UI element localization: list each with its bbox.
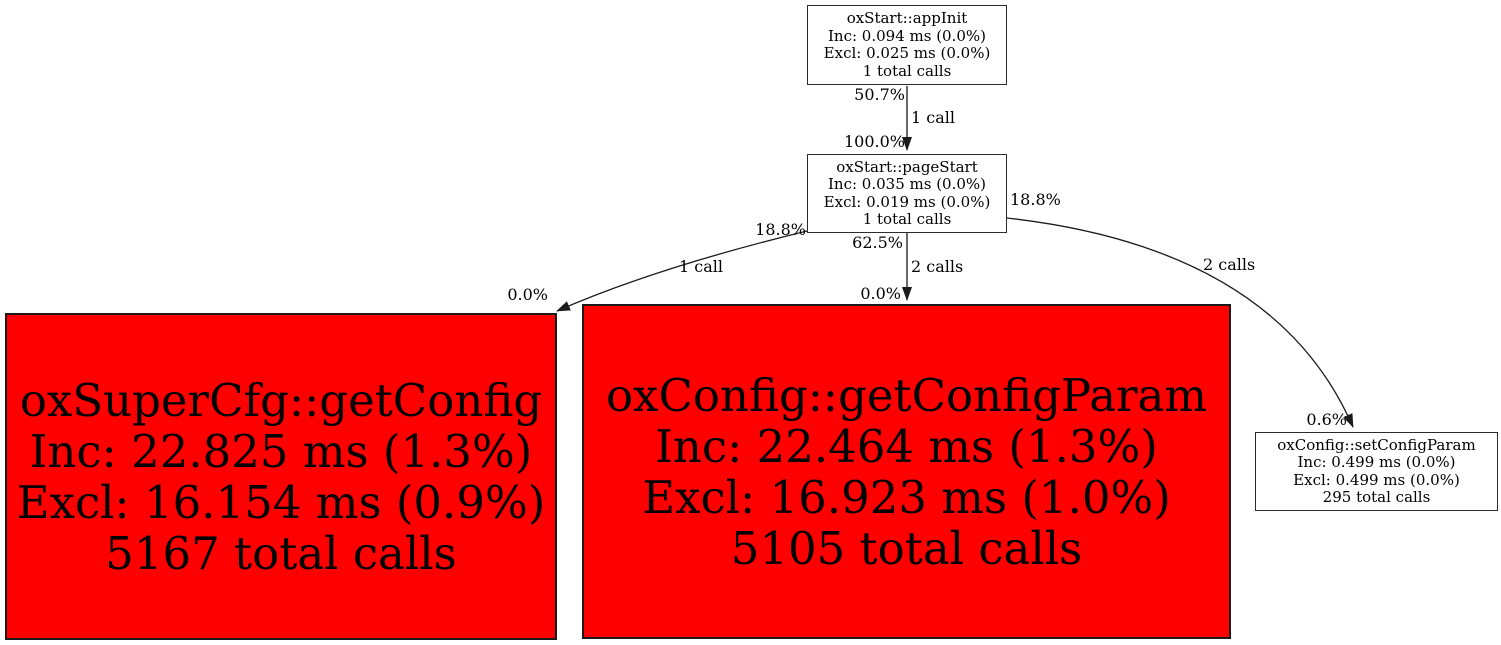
node-total-calls: 295 total calls [1322, 488, 1431, 506]
node-title: oxSuperCfg::getConfig [19, 373, 543, 427]
node-inclusive-time: Inc: 22.464 ms (1.3%) [655, 419, 1158, 473]
edge-label-source-pct: 18.8% [755, 220, 806, 239]
node-inclusive-time: Inc: 0.499 ms (0.0%) [1297, 453, 1456, 471]
edge-label-call-count: 1 call [911, 108, 955, 127]
node-oxconfig-setconfigparam: oxConfig::setConfigParam Inc: 0.499 ms (… [1255, 432, 1498, 511]
node-oxconfig-getconfigparam: oxConfig::getConfigParam Inc: 22.464 ms … [582, 304, 1231, 639]
node-oxsupercfg-getconfig: oxSuperCfg::getConfig Inc: 22.825 ms (1.… [5, 313, 557, 640]
node-title: oxConfig::getConfigParam [605, 368, 1208, 422]
edge-label-source-pct: 18.8% [1010, 190, 1061, 209]
node-title: oxStart::appInit [846, 9, 968, 27]
edge-pagestart-to-getconfig [556, 230, 808, 312]
node-exclusive-time: Excl: 16.154 ms (0.9%) [16, 475, 546, 529]
node-total-calls: 5105 total calls [730, 521, 1083, 575]
edge-label-source-pct: 62.5% [852, 233, 903, 252]
node-exclusive-time: Excl: 0.025 ms (0.0%) [823, 44, 991, 62]
edge-label-call-count: 1 call [679, 257, 723, 276]
edge-label-target-pct: 0.0% [860, 284, 901, 303]
edge-label-target-pct: 0.6% [1306, 410, 1347, 429]
node-oxstart-appinit: oxStart::appInit Inc: 0.094 ms (0.0%) Ex… [807, 5, 1007, 85]
node-inclusive-time: Inc: 0.035 ms (0.0%) [827, 175, 987, 193]
node-inclusive-time: Inc: 0.094 ms (0.0%) [827, 26, 987, 45]
node-title: oxConfig::setConfigParam [1277, 435, 1476, 454]
node-exclusive-time: Excl: 16.923 ms (1.0%) [642, 470, 1171, 524]
node-inclusive-time: Inc: 22.825 ms (1.3%) [29, 424, 533, 478]
edge-label-call-count: 2 calls [911, 257, 964, 276]
node-total-calls: 1 total calls [862, 210, 952, 228]
node-total-calls: 5167 total calls [105, 526, 457, 580]
edge-label-target-pct: 100.0% [843, 132, 905, 151]
node-total-calls: 1 total calls [862, 61, 952, 80]
node-oxstart-pagestart: oxStart::pageStart Inc: 0.035 ms (0.0%) … [807, 154, 1007, 233]
edge-label-call-count: 2 calls [1203, 255, 1256, 274]
node-title: oxStart::pageStart [836, 157, 978, 176]
edge-pagestart-to-setconfigparam [1006, 217, 1354, 428]
edge-label-target-pct: 0.0% [507, 285, 548, 304]
edge-label-source-pct: 50.7% [854, 85, 905, 104]
node-exclusive-time: Excl: 0.499 ms (0.0%) [1293, 470, 1460, 489]
node-exclusive-time: Excl: 0.019 ms (0.0%) [823, 192, 991, 211]
